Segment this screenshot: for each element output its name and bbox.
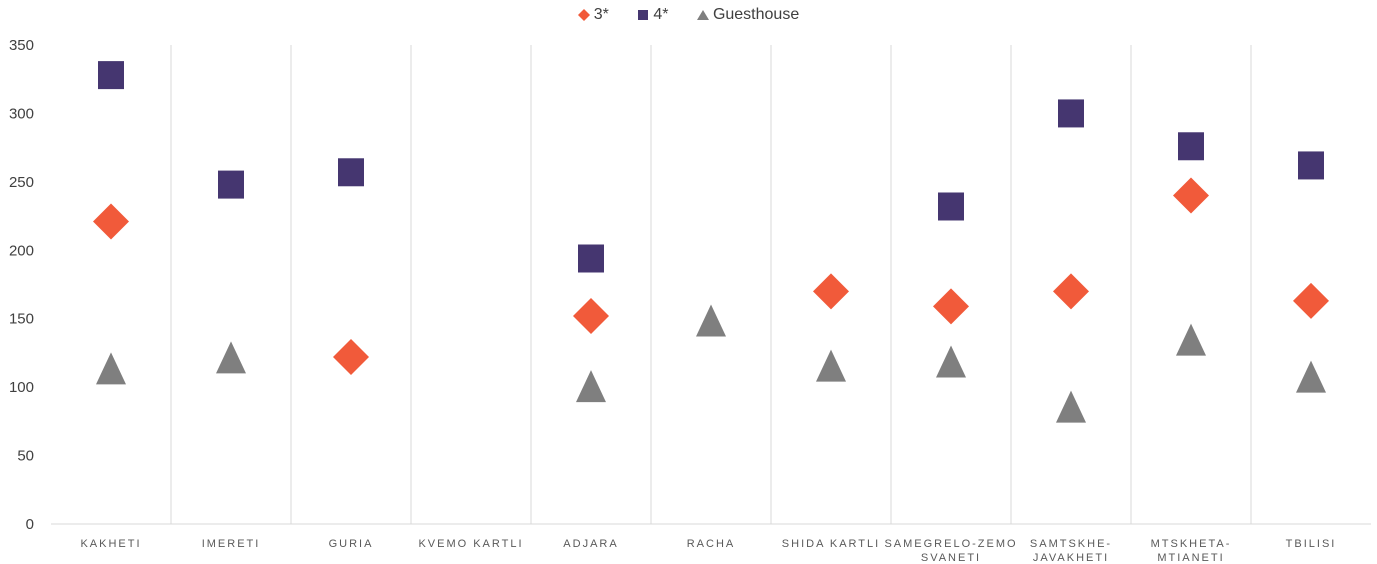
x-category-label: SAMTSKHE- — [1030, 538, 1112, 550]
marker-3star — [333, 339, 369, 376]
marker-3star — [1053, 273, 1089, 310]
marker-4star — [1298, 151, 1324, 180]
marker-3star — [813, 273, 849, 310]
x-category-label: SVANETI — [921, 552, 981, 564]
y-tick-label: 350 — [9, 37, 34, 54]
legend-label-4star: 4* — [653, 6, 669, 23]
marker-guesthouse — [1296, 360, 1326, 393]
x-category-label: GURIA — [329, 538, 374, 550]
marker-guesthouse — [816, 349, 846, 382]
marker-4star — [98, 61, 124, 90]
square-icon — [638, 10, 649, 20]
marker-4star — [218, 170, 244, 199]
y-tick-label: 200 — [9, 242, 34, 259]
x-category-label: IMERETI — [202, 538, 261, 550]
legend-item-guesthouse: Guesthouse — [696, 6, 800, 24]
legend-item-3star: 3* — [577, 6, 609, 24]
x-category-label: ADJARA — [563, 538, 618, 550]
chart-legend: 3* 4* Guesthouse — [0, 6, 1377, 26]
marker-3star — [573, 297, 609, 334]
diamond-icon — [577, 9, 590, 21]
marker-4star — [578, 244, 604, 273]
marker-guesthouse — [1056, 390, 1086, 423]
marker-guesthouse — [936, 345, 966, 378]
marker-3star — [1173, 177, 1209, 214]
x-category-label: SHIDA KARTLI — [782, 538, 880, 550]
marker-3star — [933, 288, 969, 325]
y-tick-label: 150 — [9, 311, 34, 328]
legend-label-guesthouse: Guesthouse — [712, 6, 800, 23]
x-category-label: KAKHETI — [80, 538, 141, 550]
marker-guesthouse — [96, 352, 126, 385]
marker-4star — [1058, 99, 1084, 128]
legend-item-4star: 4* — [637, 6, 668, 24]
y-tick-label: 300 — [9, 105, 34, 122]
y-tick-label: 0 — [26, 516, 34, 533]
y-tick-label: 250 — [9, 174, 34, 191]
marker-guesthouse — [576, 370, 606, 403]
x-category-label: MTIANETI — [1157, 552, 1224, 564]
marker-4star — [938, 192, 964, 221]
legend-label-3star: 3* — [593, 6, 609, 23]
marker-3star — [93, 203, 129, 240]
x-category-label: TBILISI — [1286, 538, 1337, 550]
triangle-icon — [696, 10, 709, 20]
marker-guesthouse — [1176, 323, 1206, 356]
marker-guesthouse — [216, 341, 246, 374]
marker-4star — [1178, 132, 1204, 161]
marker-3star — [1293, 282, 1329, 319]
y-tick-label: 100 — [9, 379, 34, 396]
marker-guesthouse — [696, 304, 726, 337]
x-category-label: SAMEGRELO-ZEMO — [884, 538, 1017, 550]
marker-4star — [338, 158, 364, 187]
x-category-label: MTSKHETA- — [1151, 538, 1232, 550]
y-tick-label: 50 — [17, 448, 34, 465]
x-category-label: RACHA — [687, 538, 736, 550]
x-category-label: KVEMO KARTLI — [418, 538, 523, 550]
x-category-label: JAVAKHETI — [1033, 552, 1109, 564]
